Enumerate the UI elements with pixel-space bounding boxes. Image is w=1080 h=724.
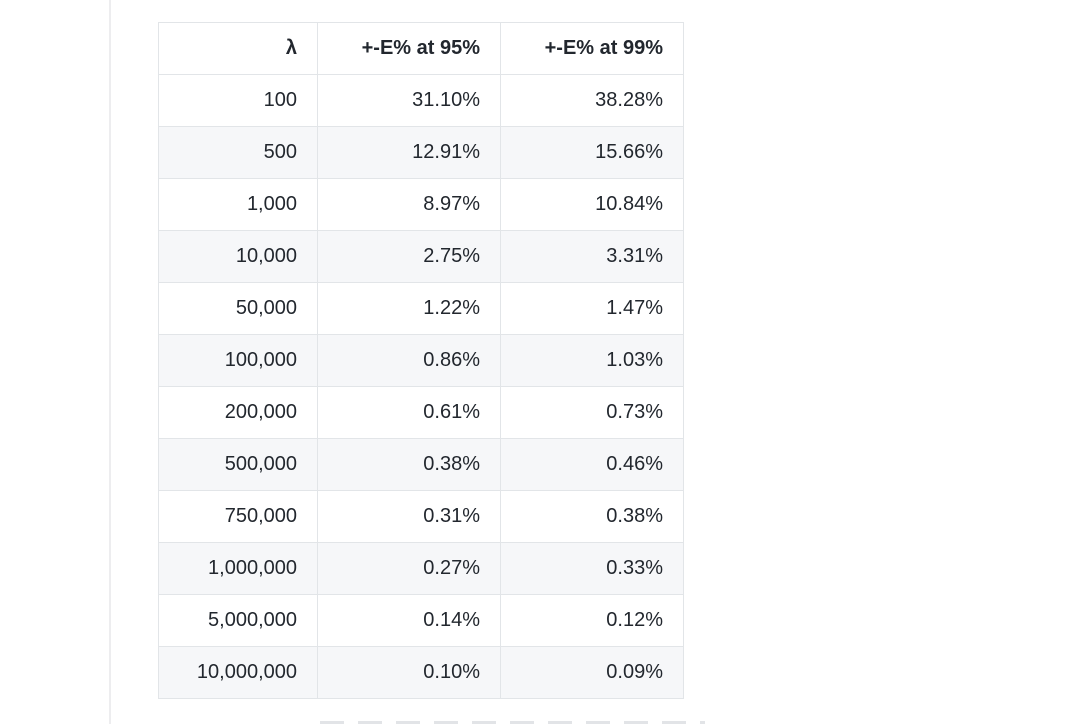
error-95-cell: 12.91% (317, 126, 501, 179)
error-95-cell: 0.10% (317, 646, 501, 699)
error-99-cell: 3.31% (500, 230, 684, 283)
lambda-cell: 50,000 (158, 282, 318, 335)
table-row: 10,000,000 0.10% 0.09% (158, 646, 684, 699)
error-99-cell: 1.47% (500, 282, 684, 335)
lambda-cell: 1,000 (158, 178, 318, 231)
error-95-cell: 8.97% (317, 178, 501, 231)
lambda-cell: 100,000 (158, 334, 318, 387)
table-row: 100 31.10% 38.28% (158, 74, 684, 127)
lambda-cell: 500,000 (158, 438, 318, 491)
error-99-cell: 0.73% (500, 386, 684, 439)
column-header-lambda: λ (158, 22, 318, 75)
table-row: 1,000 8.97% 10.84% (158, 178, 684, 231)
error-95-cell: 1.22% (317, 282, 501, 335)
error-95-cell: 0.38% (317, 438, 501, 491)
pane-divider (109, 0, 111, 724)
error-99-cell: 15.66% (500, 126, 684, 179)
cutoff-text-fragment (320, 721, 705, 724)
column-header-error-99: +-E% at 99% (500, 22, 684, 75)
lambda-cell: 100 (158, 74, 318, 127)
lambda-error-table: λ +-E% at 95% +-E% at 99% 100 31.10% 38.28… (158, 22, 684, 699)
error-99-cell: 38.28% (500, 74, 684, 127)
error-99-cell: 0.12% (500, 594, 684, 647)
error-95-cell: 0.61% (317, 386, 501, 439)
table-row: 1,000,000 0.27% 0.33% (158, 542, 684, 595)
error-95-cell: 0.27% (317, 542, 501, 595)
header-row: λ +-E% at 95% +-E% at 99% (158, 22, 684, 75)
error-99-cell: 0.33% (500, 542, 684, 595)
table-body: 100 31.10% 38.28% 500 12.91% 15.66% 1,000 8.97%… (158, 74, 684, 699)
table-row: 10,000 2.75% 3.31% (158, 230, 684, 283)
table-row: 200,000 0.61% 0.73% (158, 386, 684, 439)
lambda-cell: 10,000 (158, 230, 318, 283)
table-row: 750,000 0.31% 0.38% (158, 490, 684, 543)
lambda-cell: 1,000,000 (158, 542, 318, 595)
table-row: 100,000 0.86% 1.03% (158, 334, 684, 387)
error-95-cell: 0.31% (317, 490, 501, 543)
lambda-cell: 500 (158, 126, 318, 179)
table-row: 500 12.91% 15.66% (158, 126, 684, 179)
error-99-cell: 0.09% (500, 646, 684, 699)
error-95-cell: 0.14% (317, 594, 501, 647)
lambda-cell: 10,000,000 (158, 646, 318, 699)
table-row: 5,000,000 0.14% 0.12% (158, 594, 684, 647)
lambda-error-table-container: λ +-E% at 95% +-E% at 99% 100 31.10% 38.28… (158, 22, 684, 699)
error-99-cell: 0.46% (500, 438, 684, 491)
error-99-cell: 1.03% (500, 334, 684, 387)
column-header-error-95: +-E% at 95% (317, 22, 501, 75)
lambda-cell: 200,000 (158, 386, 318, 439)
table-row: 500,000 0.38% 0.46% (158, 438, 684, 491)
table-row: 50,000 1.22% 1.47% (158, 282, 684, 335)
error-95-cell: 2.75% (317, 230, 501, 283)
error-95-cell: 0.86% (317, 334, 501, 387)
lambda-cell: 750,000 (158, 490, 318, 543)
error-99-cell: 0.38% (500, 490, 684, 543)
lambda-cell: 5,000,000 (158, 594, 318, 647)
error-99-cell: 10.84% (500, 178, 684, 231)
error-95-cell: 31.10% (317, 74, 501, 127)
